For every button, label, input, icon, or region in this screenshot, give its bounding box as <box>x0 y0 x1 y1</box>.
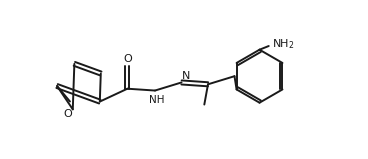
Text: O: O <box>64 109 72 119</box>
Text: NH$_2$: NH$_2$ <box>272 37 295 51</box>
Text: NH: NH <box>149 95 164 105</box>
Text: O: O <box>123 54 132 64</box>
Text: N: N <box>182 71 191 81</box>
